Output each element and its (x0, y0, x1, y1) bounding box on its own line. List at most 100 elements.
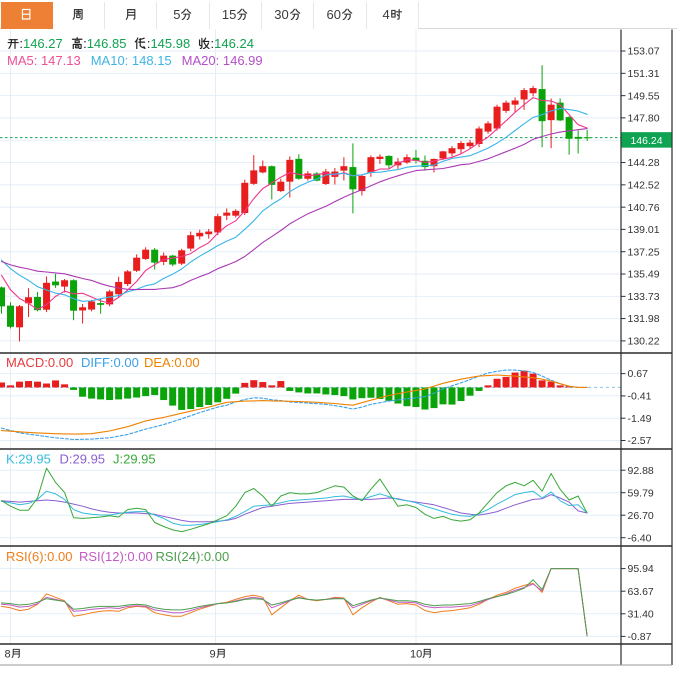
candle-49 (430, 158, 438, 167)
glyph-stroke (396, 13, 399, 17)
y-axis-label: 133.73 (628, 291, 660, 303)
macd-bar-28 (241, 382, 249, 388)
candle-18 (151, 249, 159, 263)
tab-4[interactable]: 5 (157, 2, 210, 29)
macd-bar-20 (169, 387, 177, 406)
cjk-glyph (135, 37, 147, 50)
macd-bar-7 (52, 380, 60, 388)
ohlc-item: :145.98 (134, 36, 190, 51)
macd-bar-21 (178, 387, 186, 410)
macd-bar-34 (295, 387, 303, 393)
rsi6-line (1, 568, 588, 637)
macd-bar-23 (196, 387, 204, 408)
glyph-stroke (72, 9, 76, 20)
macd-bar-3 (16, 381, 24, 388)
ma-item: MA20: 146.99 (181, 53, 263, 68)
rsi24-line (1, 568, 588, 637)
cjk-glyph (11, 648, 20, 659)
tab-1[interactable] (0, 2, 53, 29)
glyph-stroke (239, 13, 247, 21)
y-axis-label: 149.55 (628, 90, 660, 102)
macd-bar-35 (304, 387, 312, 394)
glyph-stroke (291, 13, 299, 21)
candle-55 (484, 123, 492, 132)
macd-bar-44 (385, 387, 393, 401)
candle-10 (79, 307, 87, 311)
candle-36 (313, 173, 321, 181)
ma-readout: MA5: 147.13 MA10: 148.15 MA20: 146.99 (7, 53, 273, 69)
rsi-value-label: RSI(6):0.00 (6, 549, 72, 564)
macd-bar-12 (97, 387, 105, 400)
y-axis-label: 130.22 (628, 336, 660, 348)
tab-3[interactable] (105, 2, 158, 29)
candle-1 (0, 287, 5, 307)
cjk-glyph (237, 8, 248, 21)
y-axis-label: -2.57 (628, 435, 652, 447)
macd-bar-42 (367, 387, 375, 398)
y-axis-label: -0.87 (628, 631, 652, 643)
candle-26 (223, 212, 231, 216)
ohlc-value: 146.85 (86, 36, 127, 51)
candle-56 (493, 106, 501, 129)
macd-bar-1 (0, 382, 5, 388)
candle-61 (538, 89, 546, 122)
candle-9 (70, 280, 78, 311)
macd-bar-56 (493, 378, 501, 388)
glyph-stroke (342, 8, 348, 14)
cjk-glyph (422, 648, 432, 659)
glyph-stroke (74, 45, 80, 49)
glyph-stroke (74, 40, 80, 44)
cjk-glyph (71, 36, 83, 50)
candle-47 (412, 157, 420, 161)
candle-13 (106, 291, 114, 305)
candle-44 (385, 155, 393, 166)
macd-bar-53 (466, 387, 474, 396)
y-axis-label: 153.07 (628, 46, 660, 58)
tab-6[interactable]: 30 (262, 2, 315, 29)
glyph-stroke (22, 8, 31, 20)
ma10-line (0, 108, 588, 302)
candle-33 (286, 159, 294, 182)
tab-7[interactable]: 60 (314, 2, 367, 29)
candle-16 (133, 257, 141, 271)
tab-5[interactable]: 15 (209, 2, 262, 29)
macd-bar-31 (268, 385, 276, 388)
y-axis-label: 137.25 (628, 246, 660, 258)
candle-6 (43, 282, 51, 310)
candle-66 (583, 137, 591, 139)
ohlc-item: :146.24 (198, 36, 254, 51)
macd-bar-26 (223, 387, 231, 399)
macd-bar-29 (250, 380, 258, 388)
glyph-stroke (347, 8, 353, 14)
macd-bar-61 (538, 380, 546, 388)
x-axis-month-label: 9 (210, 648, 227, 660)
macd-bar-48 (421, 387, 429, 410)
candle-15 (124, 271, 132, 285)
cjk-glyph (125, 9, 135, 20)
candle-40 (349, 167, 357, 190)
macd-bar-14 (115, 387, 123, 400)
tab-2[interactable] (52, 2, 106, 29)
candle-51 (448, 148, 456, 154)
candle-3 (16, 306, 24, 328)
candle-57 (502, 102, 510, 111)
candle-22 (187, 235, 195, 249)
glyph-stroke (396, 8, 400, 20)
candle-27 (232, 210, 240, 216)
ohlc-value: 146.27 (22, 36, 63, 51)
timeframe-tabbar: 5 15 30 60 4 (0, 0, 677, 29)
candle-24 (205, 231, 213, 235)
candle-4 (25, 297, 33, 304)
macd-bar-39 (340, 387, 348, 397)
y-axis-label: 31.40 (628, 608, 654, 620)
rsi-value-label: RSI(12):0.00 (79, 549, 153, 564)
macd-bar-43 (376, 387, 384, 399)
macd-bar-13 (106, 387, 114, 401)
glyph-stroke (181, 8, 187, 14)
tab-8[interactable]: 4 (366, 2, 419, 29)
candle-65 (574, 136, 582, 139)
y-axis-label: 144.28 (628, 157, 660, 169)
glyph-stroke (424, 648, 432, 658)
cjk-glyph (7, 39, 19, 49)
